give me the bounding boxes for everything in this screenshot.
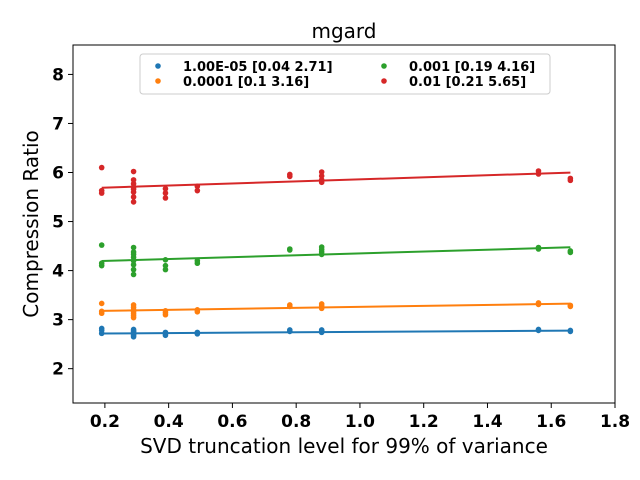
data-point [98, 300, 105, 307]
data-point [567, 175, 574, 182]
x-tick-label: 0.6 [217, 412, 247, 432]
data-point [130, 326, 137, 333]
y-tick-label: 7 [52, 114, 64, 134]
x-tick-label: 1.0 [345, 412, 375, 432]
x-tick-label: 0.2 [90, 412, 120, 432]
data-point [130, 302, 137, 308]
y-axis-label: Compression Ratio [19, 130, 43, 317]
plot-area [98, 164, 574, 340]
x-tick-label: 1.8 [600, 412, 630, 432]
x-tick-label: 0.8 [281, 412, 311, 432]
y-tick-label: 6 [52, 164, 64, 184]
data-point [130, 266, 137, 273]
y-tick-label: 5 [52, 213, 64, 233]
y-axis: 2 3 4 5 6 7 8 [52, 65, 73, 380]
data-point [98, 164, 105, 171]
x-tick-label: 1.4 [472, 412, 502, 432]
data-point [130, 249, 137, 255]
x-tick-label: 0.4 [154, 412, 184, 432]
data-point [130, 199, 137, 205]
data-point [130, 168, 137, 175]
data-point [130, 180, 137, 187]
legend-label: 0.0001 [0.1 3.16] [183, 75, 309, 90]
plot-frame [72, 44, 616, 404]
data-point [130, 271, 137, 278]
data-point [130, 244, 137, 251]
x-axis-label: SVD truncation level for 99% of variance [140, 434, 548, 458]
fit-line [101, 171, 571, 189]
fit-line [101, 329, 571, 335]
data-point [162, 190, 169, 196]
data-point [130, 177, 137, 183]
series-group [98, 242, 574, 278]
data-point [287, 246, 293, 252]
data-point [162, 195, 169, 201]
data-point [287, 171, 293, 178]
data-point [318, 244, 325, 250]
data-point [98, 187, 105, 194]
data-point [287, 302, 293, 308]
data-point [567, 327, 574, 334]
data-point [194, 187, 201, 194]
x-tick-label: 1.2 [409, 412, 439, 432]
data-point [162, 185, 169, 192]
y-tick-label: 4 [52, 262, 64, 282]
series-group [98, 300, 574, 321]
y-tick-label: 3 [52, 311, 64, 331]
x-axis: 0.2 0.4 0.6 0.8 1.0 1.2 1.4 1.6 1.8 [90, 403, 630, 432]
data-point [567, 248, 574, 254]
legend-label: 0.001 [0.19 4.16] [409, 60, 535, 75]
data-point [194, 257, 201, 264]
data-point [535, 168, 542, 174]
legend-label: 0.01 [0.21 5.65] [409, 75, 526, 90]
data-point [318, 173, 325, 179]
data-point [98, 242, 105, 248]
legend-marker [155, 63, 161, 69]
chart-title: mgard [312, 19, 377, 43]
y-tick-label: 8 [52, 65, 64, 85]
y-tick-label: 2 [52, 360, 64, 380]
legend: 1.00E-05 [0.04 2.71]0.0001 [0.1 3.16] 0.0… [139, 53, 551, 95]
fit-line [101, 302, 571, 312]
data-point [162, 266, 169, 273]
data-point [98, 325, 105, 332]
legend-label: 1.00E-05 [0.04 2.71] [183, 60, 333, 75]
legend-marker [155, 78, 161, 84]
legend-marker [381, 78, 387, 84]
legend-box [139, 53, 551, 95]
data-point [318, 169, 325, 175]
data-point [318, 301, 325, 307]
x-tick-label: 1.6 [536, 412, 566, 432]
data-point [130, 261, 137, 268]
data-point [162, 262, 169, 269]
fit-line [101, 246, 571, 262]
series-group [98, 325, 574, 340]
legend-marker [381, 63, 387, 69]
series-group [98, 164, 574, 205]
data-point [130, 194, 137, 200]
